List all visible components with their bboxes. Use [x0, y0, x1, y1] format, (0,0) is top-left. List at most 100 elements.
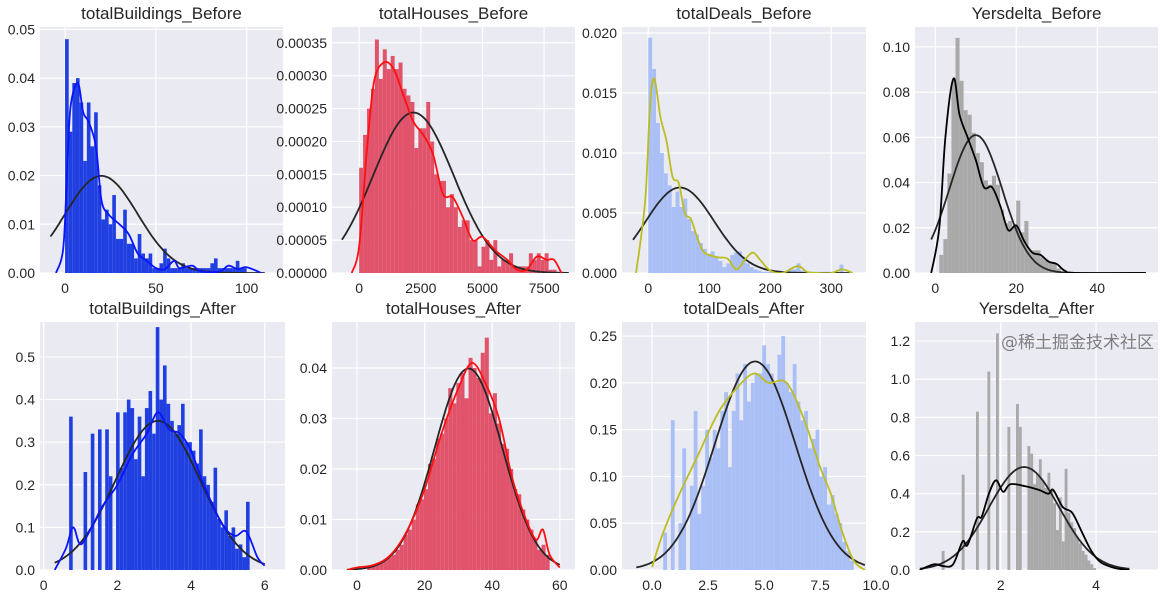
subplot-4: 0 2 4 6 0.0 0.1 0.2 0.3 0.4 0.5 totalBuildings_Aft…	[16, 299, 285, 593]
histogram-bar	[762, 345, 767, 570]
normal-fit-curve	[341, 111, 569, 273]
histogram-bar	[243, 268, 247, 273]
histogram-bar	[436, 438, 441, 570]
y-tick-label: 0.1	[16, 519, 36, 535]
histogram-bar	[678, 523, 683, 570]
histogram-bar	[199, 429, 203, 570]
histogram-bar	[537, 549, 542, 570]
histogram-bar	[379, 562, 384, 570]
histogram-bar	[819, 476, 824, 570]
histogram-bar	[682, 448, 687, 570]
histogram-bar	[1067, 512, 1071, 570]
histogram-bar	[663, 173, 668, 273]
histogram-bar	[206, 484, 210, 570]
histogram-bar	[166, 403, 171, 570]
histogram-bar	[191, 450, 196, 570]
histogram-bar	[159, 263, 164, 273]
histogram-bar	[418, 128, 423, 273]
histogram-bar	[689, 485, 694, 570]
y-tick-label: 0.00	[883, 265, 910, 281]
histogram-bar	[375, 564, 380, 570]
histogram-bar	[144, 258, 149, 273]
histogram-bar	[1048, 261, 1053, 273]
histogram-bar	[1033, 484, 1037, 570]
histogram-bar	[484, 337, 489, 570]
kde-curve	[651, 372, 866, 570]
y-tick-label: 0.3	[16, 434, 36, 450]
histogram-bar	[659, 153, 664, 273]
histogram-bar	[695, 234, 699, 273]
x-tick-label: 300	[820, 280, 844, 296]
histogram-bar	[209, 501, 214, 570]
y-tick-label: 0.020	[582, 25, 617, 41]
kde-curve	[350, 60, 563, 273]
subplot-title: totalHouses_Before	[379, 4, 528, 23]
y-tick-label: 0.00000	[276, 265, 327, 281]
histogram-bar	[533, 539, 538, 570]
histogram-bar	[83, 471, 88, 570]
plot-area	[919, 333, 1130, 570]
histogram-bar	[181, 403, 185, 570]
histogram-bar	[963, 110, 968, 273]
histogram-bar	[722, 267, 727, 273]
histogram-bar	[996, 184, 1001, 273]
histogram-bar	[438, 180, 443, 273]
histogram-bar	[1040, 257, 1045, 273]
histogram-bar	[842, 541, 847, 570]
histogram-bar	[796, 401, 801, 570]
histogram-bar	[708, 457, 713, 570]
histogram-bar	[453, 207, 458, 273]
subplot-5: 0 20 40 60 0.00 0.01 0.02 0.03 0.04 totalHouses_A…	[300, 299, 575, 593]
histogram-bar	[652, 69, 657, 273]
histogram-bar	[97, 185, 102, 273]
histogram-bar	[137, 416, 142, 570]
x-tick-label: 0	[355, 280, 363, 296]
histogram-bar	[766, 364, 770, 570]
histogram-bar	[126, 243, 131, 273]
histogram-bar	[192, 268, 196, 273]
histogram-bar	[955, 37, 960, 273]
histogram-bar	[440, 433, 445, 570]
subplot-title: totalHouses_After	[386, 299, 521, 318]
histogram-bar	[378, 78, 383, 273]
histogram-bar	[423, 489, 428, 570]
histogram-bar	[83, 160, 87, 273]
histogram-bar	[505, 448, 510, 570]
histogram-bar	[94, 112, 98, 273]
histogram-bar	[227, 535, 232, 570]
histogram-bar	[419, 499, 424, 570]
kde-curve	[919, 479, 1130, 570]
histogram-bar	[184, 442, 189, 570]
histogram-bar	[152, 268, 156, 273]
histogram-bar	[529, 529, 534, 570]
histogram-bar	[477, 266, 482, 273]
y-tick-label: 0.00035	[276, 35, 327, 51]
normal-fit-curve	[346, 367, 561, 570]
histogram-bar	[773, 382, 778, 570]
histogram-bar	[1047, 472, 1051, 570]
histogram-bar	[815, 429, 820, 570]
histogram-bar	[497, 266, 502, 273]
histogram-bar	[427, 463, 433, 570]
histogram-bar	[777, 354, 782, 570]
histogram-bar	[410, 101, 415, 273]
histogram-bar	[465, 220, 470, 273]
histogram-bar	[488, 413, 493, 570]
histogram-bar	[656, 123, 660, 273]
histogram-bar	[391, 554, 396, 570]
x-tick-label: 20	[417, 577, 433, 593]
histogram-bar	[1028, 250, 1033, 273]
histogram-bar	[758, 373, 763, 570]
y-tick-label: 0.00	[590, 562, 617, 578]
kde-curve	[346, 362, 561, 570]
histogram-bar	[1084, 554, 1088, 570]
histogram-bar	[112, 195, 116, 273]
histogram-bar	[452, 403, 457, 570]
x-tick-label: 0	[353, 577, 361, 593]
histogram-bar	[464, 398, 469, 570]
histogram-bar	[959, 80, 964, 273]
histogram-bar	[536, 253, 541, 273]
histogram-bar	[1041, 480, 1045, 570]
y-tick-label: 0.4	[16, 392, 36, 408]
histogram-bar	[394, 69, 399, 273]
